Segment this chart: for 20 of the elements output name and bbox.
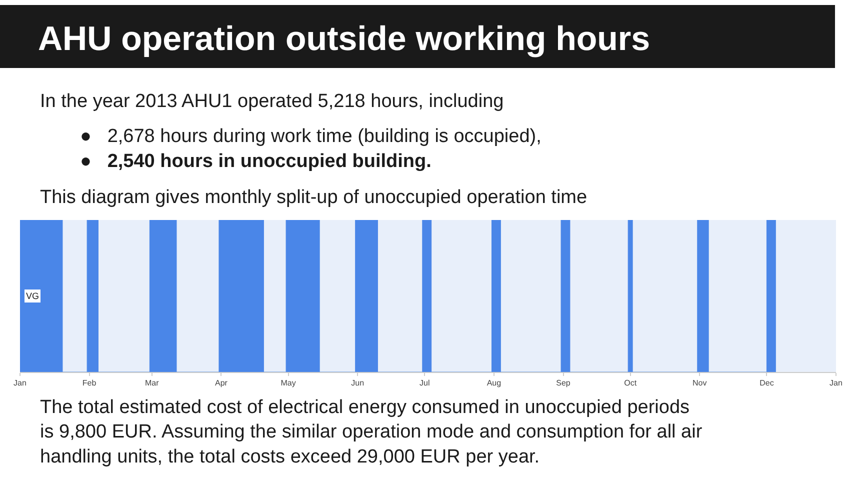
text: ● 2,540 hours in unoccupied building. [80, 151, 432, 172]
x-tick-label: Oct [624, 378, 638, 388]
x-tick-label: Mar [145, 378, 160, 388]
chart-title: AHU operation outside working hours [38, 20, 650, 58]
x-tick-label: Jan [14, 378, 26, 388]
text: The total estimated cost of electrical energy consumed in unoccupied periods is 9,800 EUR. Assuming the similar operation mode and consumption for all air handling units, the total costs exceed 29,000 EUR per year. [40, 397, 703, 468]
x-tick-label: May [280, 378, 296, 388]
x-tick-label: Nov [692, 378, 707, 388]
x-tick-label: Apr [214, 378, 228, 388]
text: ● 2,678 hours during work time (building is occupied), [80, 126, 542, 147]
x-tick-label: Jan [830, 378, 842, 388]
y-axis-title: VG [26, 291, 40, 301]
x-tick-label: Aug [486, 378, 502, 388]
x-tick-label: Dec [760, 378, 774, 388]
text: This diagram gives monthly split-up of unoccupied operation time [40, 187, 588, 208]
x-tick-label: Jul [420, 378, 430, 388]
x-tick-label: Jun [351, 378, 364, 388]
x-tick-label: Sep [556, 378, 571, 388]
x-tick-label: Feb [82, 378, 97, 388]
text: In the year 2013 AHU1 operated 5,218 hours, including [40, 91, 504, 112]
